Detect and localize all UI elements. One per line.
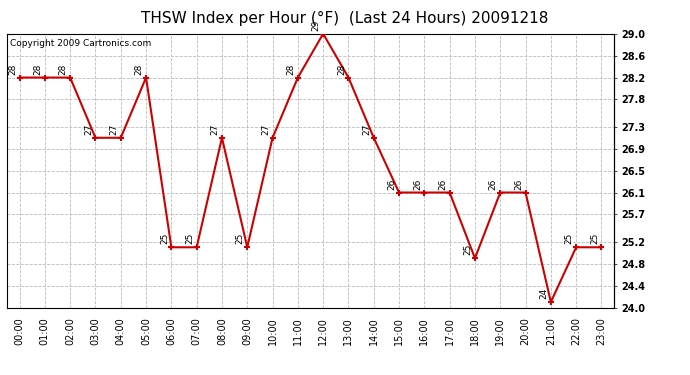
Text: 18:00: 18:00	[470, 317, 480, 345]
Text: 05:00: 05:00	[141, 317, 151, 345]
Text: 00:00: 00:00	[14, 317, 25, 345]
Text: 27: 27	[210, 124, 219, 135]
Text: 25: 25	[464, 244, 473, 255]
Text: 02:00: 02:00	[65, 317, 75, 345]
Text: 28: 28	[337, 63, 346, 75]
Text: Copyright 2009 Cartronics.com: Copyright 2009 Cartronics.com	[10, 39, 151, 48]
Text: 25: 25	[564, 233, 573, 244]
Text: 25: 25	[160, 233, 169, 244]
Text: 21:00: 21:00	[546, 317, 556, 345]
Text: 06:00: 06:00	[166, 317, 177, 345]
Text: 12:00: 12:00	[318, 317, 328, 345]
Text: 16:00: 16:00	[420, 317, 429, 345]
Text: 25: 25	[236, 233, 245, 244]
Text: 08:00: 08:00	[217, 317, 227, 345]
Text: 26: 26	[388, 178, 397, 190]
Text: 26: 26	[413, 178, 422, 190]
Text: 29: 29	[312, 20, 321, 31]
Text: 27: 27	[261, 124, 270, 135]
Text: 27: 27	[84, 124, 93, 135]
Text: 11:00: 11:00	[293, 317, 303, 345]
Text: 19:00: 19:00	[495, 317, 505, 345]
Text: 03:00: 03:00	[90, 317, 101, 345]
Text: 09:00: 09:00	[242, 317, 253, 345]
Text: 13:00: 13:00	[344, 317, 353, 345]
Text: THSW Index per Hour (°F)  (Last 24 Hours) 20091218: THSW Index per Hour (°F) (Last 24 Hours)…	[141, 11, 549, 26]
Text: 24: 24	[540, 288, 549, 299]
Text: 27: 27	[362, 124, 371, 135]
Text: 28: 28	[286, 63, 295, 75]
Text: 20:00: 20:00	[520, 317, 531, 345]
Text: 28: 28	[8, 63, 17, 75]
Text: 04:00: 04:00	[116, 317, 126, 345]
Text: 28: 28	[135, 63, 144, 75]
Text: 01:00: 01:00	[40, 317, 50, 345]
Text: 28: 28	[59, 63, 68, 75]
Text: 26: 26	[438, 178, 447, 190]
Text: 25: 25	[590, 233, 599, 244]
Text: 27: 27	[109, 124, 118, 135]
Text: 26: 26	[514, 178, 523, 190]
Text: 26: 26	[489, 178, 497, 190]
Text: 14:00: 14:00	[368, 317, 379, 345]
Text: 23:00: 23:00	[596, 317, 607, 345]
Text: 07:00: 07:00	[192, 317, 201, 345]
Text: 15:00: 15:00	[394, 317, 404, 345]
Text: 28: 28	[33, 63, 42, 75]
Text: 17:00: 17:00	[444, 317, 455, 345]
Text: 22:00: 22:00	[571, 317, 581, 345]
Text: 10:00: 10:00	[268, 317, 277, 345]
Text: 25: 25	[185, 233, 194, 244]
